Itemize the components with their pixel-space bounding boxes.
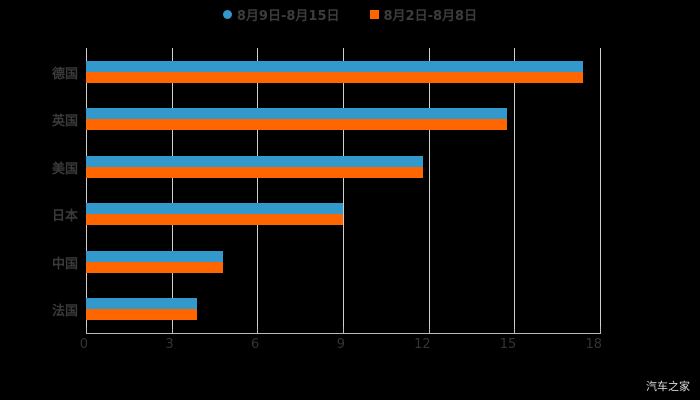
y-category-label: 美国 (51, 161, 78, 177)
gridline (171, 48, 173, 333)
x-tick-label: 3 (165, 337, 174, 352)
bar[interactable] (86, 119, 508, 131)
axis-tick (86, 327, 87, 334)
axis-tick (257, 327, 259, 334)
y-category-label: 日本 (51, 209, 78, 225)
bar[interactable] (86, 261, 224, 273)
bar[interactable] (86, 71, 583, 83)
gridline (600, 48, 601, 333)
gridline (514, 48, 516, 333)
x-tick-label: 0 (79, 337, 88, 352)
y-category-label: 中国 (51, 256, 78, 272)
gridline (428, 48, 430, 333)
legend-label: 8月2日-8月8日 (383, 8, 478, 24)
legend-item-series-1[interactable]: 8月9日-8月15日 (222, 4, 340, 24)
gridline (86, 48, 87, 333)
y-category-label: 德国 (51, 66, 78, 82)
legend-swatch-circle-icon (222, 9, 232, 19)
bar[interactable] (86, 250, 224, 262)
x-tick-label: 18 (585, 337, 602, 352)
x-tick-label: 15 (499, 337, 517, 352)
axis-tick (343, 327, 344, 334)
bar[interactable] (86, 298, 198, 310)
chart-legend: 8月9日-8月15日 8月2日-8月8日 (0, 4, 700, 24)
axis-tick (428, 327, 430, 334)
x-tick-label: 12 (414, 337, 431, 352)
axis-tick (171, 327, 173, 334)
x-tick-label: 9 (336, 337, 345, 352)
bar[interactable] (86, 203, 343, 215)
axis-tick (514, 327, 516, 334)
bar[interactable] (86, 60, 583, 72)
bar[interactable] (86, 309, 198, 321)
bar[interactable] (86, 155, 423, 167)
bar[interactable] (86, 108, 508, 120)
legend-label: 8月9日-8月15日 (236, 8, 340, 24)
gridline (343, 48, 344, 333)
bar[interactable] (86, 166, 423, 178)
gridline (257, 48, 259, 333)
y-category-label: 英国 (51, 114, 78, 130)
x-axis-line (86, 333, 601, 334)
x-tick-label: 6 (251, 337, 260, 352)
watermark: 汽车之家 (646, 380, 690, 393)
bar[interactable] (86, 214, 343, 226)
legend-item-series-2[interactable]: 8月2日-8月8日 (369, 4, 478, 24)
axis-tick (600, 327, 601, 334)
y-category-label: 法国 (51, 304, 78, 320)
legend-swatch-square-icon (369, 9, 379, 19)
